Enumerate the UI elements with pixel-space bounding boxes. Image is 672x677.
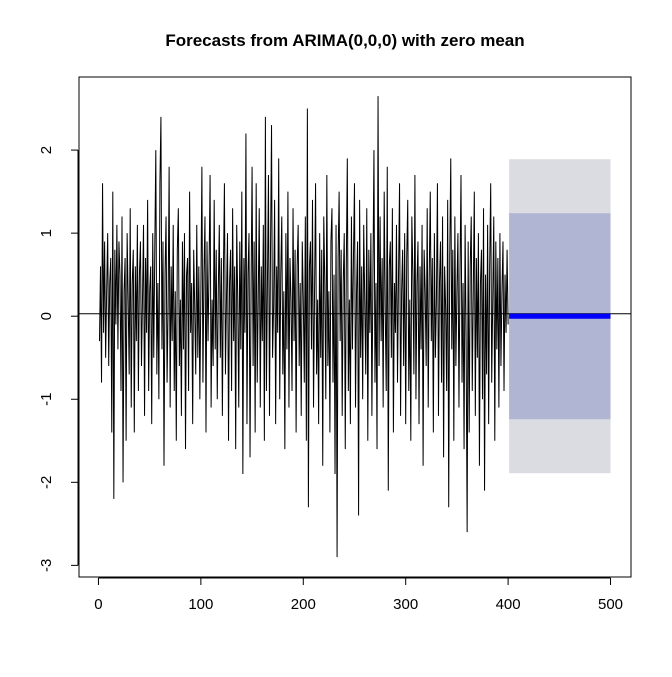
x-tick-label: 0 <box>94 596 102 613</box>
x-tick-label: 400 <box>496 596 521 613</box>
y-tick-label: -3 <box>38 559 55 572</box>
x-tick-label: 100 <box>188 596 213 613</box>
y-tick-label: 0 <box>38 312 55 320</box>
x-tick-label: 300 <box>393 596 418 613</box>
y-tick-label: -2 <box>38 476 55 489</box>
y-tick-label: 2 <box>38 146 55 154</box>
x-tick-label: 500 <box>598 596 623 613</box>
y-tick-label: 1 <box>38 229 55 237</box>
y-tick-label: -1 <box>38 393 55 406</box>
series-line <box>98 96 509 558</box>
plot-box <box>78 76 632 578</box>
x-tick-label: 200 <box>291 596 316 613</box>
chart-title: Forecasts from ARIMA(0,0,0) with zero me… <box>165 31 524 50</box>
